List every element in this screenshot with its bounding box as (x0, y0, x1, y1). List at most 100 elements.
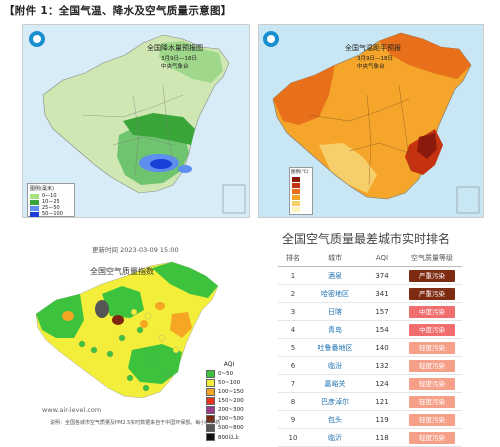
level-cell: 轻度污染 (402, 356, 462, 375)
precip-source: 中央气象台 (161, 64, 189, 70)
rank-cell: 6 (278, 356, 308, 375)
rank-cell: 10 (278, 428, 308, 447)
level-badge: 轻度污染 (409, 341, 455, 354)
table-row[interactable]: 5 吐鲁番地区 140 轻度污染 (278, 338, 462, 357)
aqi-legend-item: 150~200 (206, 396, 252, 405)
legend-label: 0~50 (218, 370, 234, 377)
legend-swatch (30, 205, 39, 211)
city-cell[interactable]: 日喀 (308, 302, 362, 321)
city-cell[interactable]: 嘉峪关 (308, 374, 362, 393)
legend-swatch (206, 414, 215, 423)
aqi-cell: 118 (362, 428, 402, 447)
col-city: 城市 (308, 249, 362, 267)
level-cell: 轻度污染 (402, 374, 462, 393)
level-badge: 严重污染 (409, 269, 455, 282)
aqi-update-time: 更新时间 2023-03-09 15:00 (92, 246, 179, 254)
rank-cell: 3 (278, 302, 308, 321)
temp-legend-title: 图例(℃) (291, 170, 309, 175)
table-row[interactable]: 4 青岛 154 中度污染 (278, 320, 462, 339)
legend-swatch (292, 201, 300, 206)
aqi-legend: AQI 0~50 50~100 100~150 150~200 200~300 300~5… (206, 361, 252, 441)
level-badge: 严重污染 (409, 287, 455, 300)
table-row[interactable]: 7 嘉峪关 124 轻度污染 (278, 374, 462, 393)
aqi-map (22, 254, 254, 428)
aqi-cell: 157 (362, 302, 402, 321)
aqi-cell: 140 (362, 338, 402, 357)
legend-label: 10—25 (42, 199, 60, 205)
city-cell[interactable]: 哈密地区 (308, 284, 362, 303)
precip-legend-item: 0—10 (28, 193, 74, 199)
aqi-cell: 119 (362, 410, 402, 429)
city-cell[interactable]: 临汾 (308, 356, 362, 375)
aqi-cell: 154 (362, 320, 402, 339)
legend-label: 300~500 (218, 415, 244, 422)
aqi-legend-item: 200~300 (206, 405, 252, 414)
temp-date: 3月9日—18日 (357, 56, 393, 62)
rank-cell: 2 (278, 284, 308, 303)
aqi-cell: 121 (362, 392, 402, 411)
table-row[interactable]: 6 临汾 132 轻度污染 (278, 356, 462, 375)
legend-label: 800以上 (218, 434, 240, 441)
rank-cell: 9 (278, 410, 308, 429)
table-row[interactable]: 9 包头 119 轻度污染 (278, 410, 462, 429)
table-row[interactable]: 2 哈密地区 341 严重污染 (278, 284, 462, 303)
precip-legend-title: 图例(毫米) (30, 186, 54, 192)
rank-cell: 7 (278, 374, 308, 393)
legend-label: 50—100 (42, 211, 63, 217)
city-cell[interactable]: 巴彦淖尔 (308, 392, 362, 411)
level-cell: 中度污染 (402, 320, 462, 339)
legend-swatch (292, 189, 300, 194)
legend-swatch (292, 183, 300, 188)
legend-swatch (30, 193, 39, 199)
ranking-header-row: 排名 城市 AQI 空气质量等级 (278, 249, 462, 267)
aqi-title: 全国空气质量指数 (90, 267, 154, 276)
level-cell: 中度污染 (402, 302, 462, 321)
ranking-table: 排名 城市 AQI 空气质量等级 1 酒泉 374 严重污染 2 哈密地区 341 严重污染 3… (278, 249, 462, 447)
legend-swatch (30, 211, 39, 217)
legend-swatch (206, 378, 215, 387)
level-badge: 轻度污染 (409, 377, 455, 390)
aqi-cell: 341 (362, 284, 402, 303)
aqi-site[interactable]: www.air-level.com (42, 406, 102, 414)
legend-swatch (292, 177, 300, 182)
legend-swatch (206, 423, 215, 432)
legend-label: 500~800 (218, 424, 244, 431)
city-cell[interactable]: 临沂 (308, 428, 362, 447)
city-cell[interactable]: 包头 (308, 410, 362, 429)
precip-legend: 图例(毫米) 0—10 10—25 25—50 50—100 (27, 183, 75, 217)
rank-cell: 4 (278, 320, 308, 339)
temp-source: 中央气象台 (357, 64, 385, 70)
aqi-legend-title: AQI (223, 361, 235, 368)
level-cell: 轻度污染 (402, 428, 462, 447)
precipitation-map-panel: 全国降水量预报图 3月9日—18日 中央气象台 图例(毫米) 0—10 10—25… (22, 24, 250, 218)
city-cell[interactable]: 酒泉 (308, 266, 362, 285)
rank-cell: 1 (278, 266, 308, 285)
temperature-map (259, 25, 483, 217)
legend-swatch (206, 396, 215, 405)
table-row[interactable]: 3 日喀 157 中度污染 (278, 302, 462, 321)
table-row[interactable]: 10 临沂 118 轻度污染 (278, 428, 462, 447)
legend-swatch (206, 405, 215, 414)
temperature-map-panel: 全国气温距平预报 3月9日—18日 中央气象台 图例(℃) (258, 24, 484, 218)
city-cell[interactable]: 吐鲁番地区 (308, 338, 362, 357)
city-cell[interactable]: 青岛 (308, 320, 362, 339)
legend-swatch (206, 387, 215, 396)
aqi-legend-item: 100~150 (206, 387, 252, 396)
temp-legend: 图例(℃) (289, 167, 313, 215)
precip-title: 全国降水量预报图 (147, 44, 203, 52)
col-aqi: AQI (362, 249, 402, 267)
table-row[interactable]: 8 巴彦淖尔 121 轻度污染 (278, 392, 462, 411)
level-cell: 轻度污染 (402, 410, 462, 429)
level-cell: 严重污染 (402, 266, 462, 285)
legend-swatch (292, 207, 300, 212)
level-cell: 严重污染 (402, 284, 462, 303)
level-cell: 轻度污染 (402, 392, 462, 411)
legend-label: 50~100 (218, 379, 241, 386)
aqi-map-panel: 全国空气质量指数 (22, 254, 254, 428)
legend-swatch (206, 432, 215, 441)
legend-swatch (30, 199, 39, 205)
table-row[interactable]: 1 酒泉 374 严重污染 (278, 266, 462, 285)
rank-cell: 5 (278, 338, 308, 357)
temp-title: 全国气温距平预报 (345, 44, 401, 52)
legend-label: 0—10 (42, 193, 57, 199)
